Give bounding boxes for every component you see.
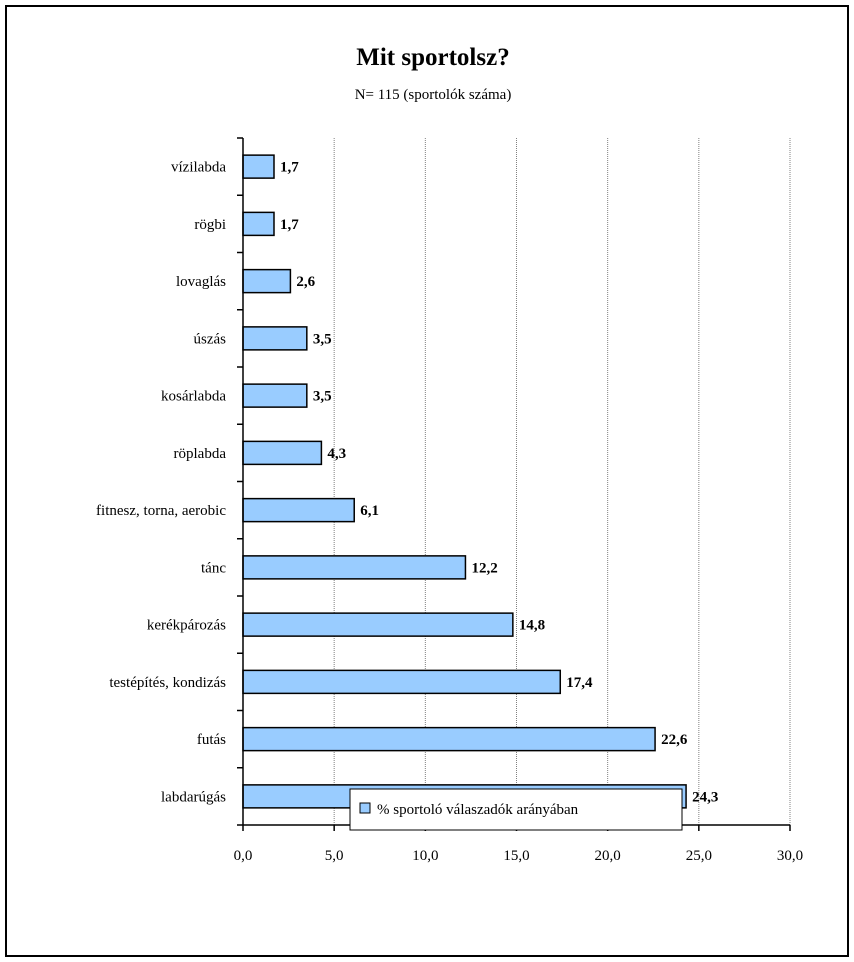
data-label: 24,3 bbox=[692, 789, 718, 805]
bar bbox=[242, 612, 514, 637]
category-label: fitnesz, torna, aerobic bbox=[96, 503, 226, 519]
bar bbox=[242, 440, 323, 466]
bar bbox=[242, 268, 292, 294]
category-label: rögbi bbox=[194, 217, 226, 233]
category-label: röplabda bbox=[174, 446, 227, 462]
x-tick-label: 0,0 bbox=[234, 848, 253, 864]
chart-frame: Mit sportolsz? N= 115 (sportolók száma) … bbox=[5, 5, 849, 957]
bar bbox=[242, 211, 275, 237]
category-label: úszás bbox=[194, 331, 227, 347]
bar bbox=[242, 669, 562, 695]
x-tick-label: 20,0 bbox=[595, 848, 621, 864]
category-label: lovaglás bbox=[176, 274, 226, 290]
bar bbox=[242, 326, 308, 351]
grid-lines bbox=[333, 138, 791, 825]
data-label: 4,3 bbox=[327, 446, 346, 462]
bar bbox=[242, 726, 656, 752]
data-label: 1,7 bbox=[280, 160, 299, 176]
chart-title: Mit sportolsz? bbox=[356, 44, 509, 71]
data-label: 22,6 bbox=[661, 732, 688, 748]
legend-label: % sportoló válaszadók arányában bbox=[377, 802, 579, 818]
category-label: labdarúgás bbox=[161, 789, 226, 805]
category-label: kosárlabda bbox=[161, 389, 226, 405]
legend-frame bbox=[349, 788, 683, 831]
data-label: 3,5 bbox=[313, 331, 332, 347]
bar-chart: Mit sportolsz? N= 115 (sportolók száma) … bbox=[96, 44, 803, 864]
category-label: tánc bbox=[201, 560, 226, 576]
category-label: testépítés, kondizás bbox=[109, 675, 226, 691]
data-label: 12,2 bbox=[471, 560, 497, 576]
bar bbox=[242, 497, 355, 523]
data-label: 1,7 bbox=[280, 217, 299, 233]
x-tick-label: 5,0 bbox=[325, 848, 344, 864]
legend: % sportoló válaszadók arányában bbox=[349, 788, 683, 831]
category-label: futás bbox=[197, 732, 226, 748]
bars: vízilabda 1,7 rögbi 1,7 lovaglás 2,6 úszás 3,5 k… bbox=[96, 154, 718, 809]
chart-subtitle: N= 115 (sportolók száma) bbox=[355, 87, 512, 103]
category-label: kerékpározás bbox=[147, 618, 226, 634]
data-label: 6,1 bbox=[360, 503, 379, 519]
bar bbox=[242, 383, 308, 408]
data-label: 2,6 bbox=[296, 274, 315, 290]
data-label: 3,5 bbox=[313, 389, 332, 405]
x-tick-label: 25,0 bbox=[686, 848, 712, 864]
legend-swatch bbox=[359, 802, 371, 814]
data-label: 17,4 bbox=[566, 675, 593, 691]
x-tick-label: 15,0 bbox=[503, 848, 529, 864]
bar bbox=[242, 154, 275, 179]
x-tick-label: 30,0 bbox=[777, 848, 803, 864]
category-label: vízilabda bbox=[171, 160, 226, 176]
x-tick-label: 10,0 bbox=[412, 848, 438, 864]
bar bbox=[242, 555, 467, 580]
data-label: 14,8 bbox=[519, 618, 545, 634]
